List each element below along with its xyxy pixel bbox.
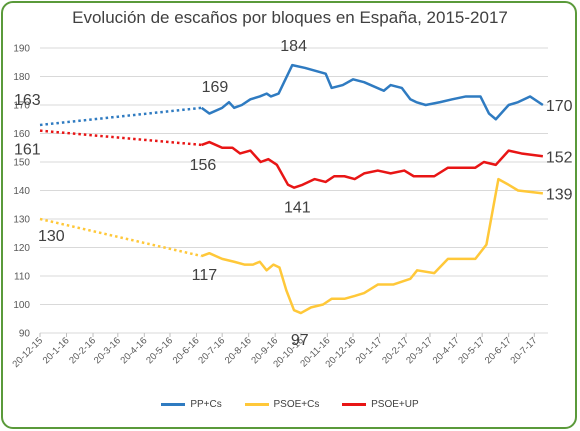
legend-item-psoe-cs: PSOE+Cs	[244, 399, 320, 410]
x-tick-label-19: 20-7-17	[509, 335, 540, 366]
x-tick-label-13: 20-1-17	[354, 335, 385, 366]
data-label-97: 97	[291, 332, 309, 349]
chart-title: Evolución de escaños por bloques en Espa…	[72, 8, 508, 27]
y-tick-label-120: 120	[13, 243, 30, 254]
data-label-139: 139	[546, 186, 573, 203]
y-tick-label-150: 150	[13, 158, 30, 169]
x-tick-label-0: 20-12-15	[10, 335, 45, 370]
legend-label-psoe-up: PSOE+UP	[371, 399, 419, 410]
y-tick-label-140: 140	[13, 186, 30, 197]
x-tick-label-8: 20-8-16	[223, 335, 254, 366]
data-label-156: 156	[190, 157, 217, 174]
y-tick-label-170: 170	[13, 101, 30, 112]
x-tick-label-17: 20-5-17	[456, 335, 487, 366]
y-tick-label-130: 130	[13, 215, 30, 226]
series-lines	[39, 63, 544, 315]
data-label-169: 169	[202, 79, 229, 96]
legend-label-pp-cs: PP+Cs	[190, 399, 222, 410]
legend-swatch-pp-cs	[161, 403, 186, 406]
x-tick-label-16: 20-4-17	[431, 335, 462, 366]
series-psoe-up-dotted	[39, 129, 202, 147]
x-tick-label-6: 20-6-16	[171, 335, 202, 366]
series-psoe-up-line	[201, 140, 544, 189]
y-tick-label-190: 190	[13, 44, 30, 55]
y-tick-label-100: 100	[13, 300, 30, 311]
x-tick-label-5: 20-5-16	[144, 335, 175, 366]
y-axis-ticks: 90 100 110 120 130 140 150 160 170 180 190	[13, 44, 30, 340]
data-label-117: 117	[192, 267, 218, 284]
gridlines	[40, 47, 548, 334]
x-tick-label-2: 20-2-16	[67, 335, 98, 366]
data-label-184: 184	[280, 38, 307, 55]
legend-item-pp-cs: PP+Cs	[161, 399, 222, 410]
data-label-152: 152	[546, 149, 573, 166]
x-tick-label-4: 20-4-16	[119, 335, 150, 366]
series-psoe-cs-dotted	[39, 217, 202, 258]
x-tick-label-3: 20-3-16	[92, 335, 123, 366]
legend-swatch-psoe-up	[342, 403, 367, 406]
y-tick-label-160: 160	[13, 129, 30, 140]
data-labels: 163 161 130 169 156 117 184 141 97 170 152 139	[14, 38, 573, 349]
legend-item-psoe-up: PSOE+UP	[342, 399, 419, 410]
legend-label-psoe-cs: PSOE+Cs	[273, 399, 320, 410]
series-pp-cs-dotted	[39, 106, 202, 127]
y-tick-label-110: 110	[14, 272, 30, 283]
data-label-170: 170	[546, 98, 573, 115]
y-tick-label-180: 180	[13, 72, 30, 83]
x-tick-label-7: 20-7-16	[196, 335, 227, 366]
legend: PP+Cs PSOE+Cs PSOE+UP	[0, 398, 580, 410]
x-tick-label-18: 20-6-17	[483, 335, 514, 366]
data-label-141: 141	[284, 200, 311, 217]
x-tick-label-1: 20-1-16	[41, 335, 72, 366]
series-pp-cs-line	[200, 63, 544, 121]
series-psoe-cs-line	[201, 177, 544, 315]
data-label-130: 130	[38, 228, 65, 245]
data-label-163: 163	[14, 92, 41, 109]
x-axis-ticks: 20-12-1520-1-1620-2-1620-3-1620-4-1620-5…	[10, 333, 539, 370]
y-tick-label-90: 90	[19, 329, 31, 340]
legend-swatch-psoe-cs	[244, 403, 269, 406]
data-label-161: 161	[14, 142, 41, 159]
x-tick-label-15: 20-3-17	[404, 335, 435, 366]
